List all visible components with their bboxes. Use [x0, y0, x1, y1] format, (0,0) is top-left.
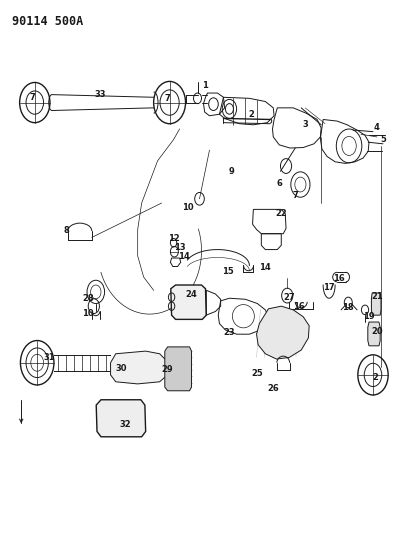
Polygon shape	[171, 285, 206, 319]
Text: 23: 23	[224, 328, 235, 337]
Text: 3: 3	[302, 120, 308, 130]
Text: 19: 19	[363, 312, 375, 321]
Text: 14: 14	[178, 253, 189, 262]
Text: 10: 10	[182, 203, 193, 212]
Text: 26: 26	[268, 384, 279, 393]
Text: 25: 25	[251, 369, 263, 378]
Text: 28: 28	[82, 294, 93, 303]
Text: 22: 22	[275, 209, 287, 218]
Text: 29: 29	[162, 365, 173, 374]
Text: 21: 21	[371, 292, 383, 301]
Polygon shape	[165, 347, 191, 391]
Text: 7: 7	[29, 93, 35, 102]
Text: 30: 30	[115, 364, 127, 373]
Polygon shape	[368, 322, 380, 346]
Polygon shape	[257, 306, 309, 359]
Text: 6: 6	[276, 179, 282, 188]
Text: 16: 16	[333, 274, 345, 283]
Text: 4: 4	[374, 124, 380, 132]
Text: 7: 7	[165, 94, 170, 103]
Text: 9: 9	[229, 167, 234, 176]
Text: 32: 32	[120, 419, 131, 429]
Text: 24: 24	[186, 290, 197, 299]
Text: 10: 10	[82, 309, 93, 318]
Text: 20: 20	[371, 327, 383, 335]
Text: 8: 8	[63, 226, 69, 235]
Text: 12: 12	[168, 234, 179, 243]
Text: 33: 33	[94, 90, 106, 99]
Polygon shape	[110, 351, 168, 384]
Text: 90114 500A: 90114 500A	[12, 15, 83, 28]
Text: 14: 14	[260, 263, 271, 272]
Text: 31: 31	[44, 353, 55, 362]
Text: 27: 27	[283, 293, 295, 302]
Polygon shape	[372, 293, 381, 315]
Text: 5: 5	[380, 135, 386, 144]
Text: 15: 15	[222, 267, 233, 276]
Text: 16: 16	[293, 302, 305, 311]
Text: 13: 13	[174, 243, 185, 252]
Polygon shape	[96, 400, 145, 437]
Text: 1: 1	[202, 80, 208, 90]
Text: 7: 7	[292, 191, 298, 199]
Text: 2: 2	[248, 110, 254, 119]
Text: 18: 18	[343, 303, 354, 312]
Text: 17: 17	[323, 283, 335, 292]
Text: 2: 2	[372, 373, 378, 382]
